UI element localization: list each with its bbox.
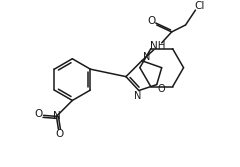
Text: N: N (134, 92, 142, 102)
Text: NH: NH (150, 41, 166, 51)
Text: N: N (143, 52, 150, 62)
Text: Cl: Cl (194, 1, 205, 11)
Text: O: O (158, 84, 166, 94)
Text: O: O (148, 16, 156, 26)
Text: N: N (53, 111, 60, 121)
Text: O: O (34, 109, 43, 119)
Text: O: O (55, 129, 64, 139)
